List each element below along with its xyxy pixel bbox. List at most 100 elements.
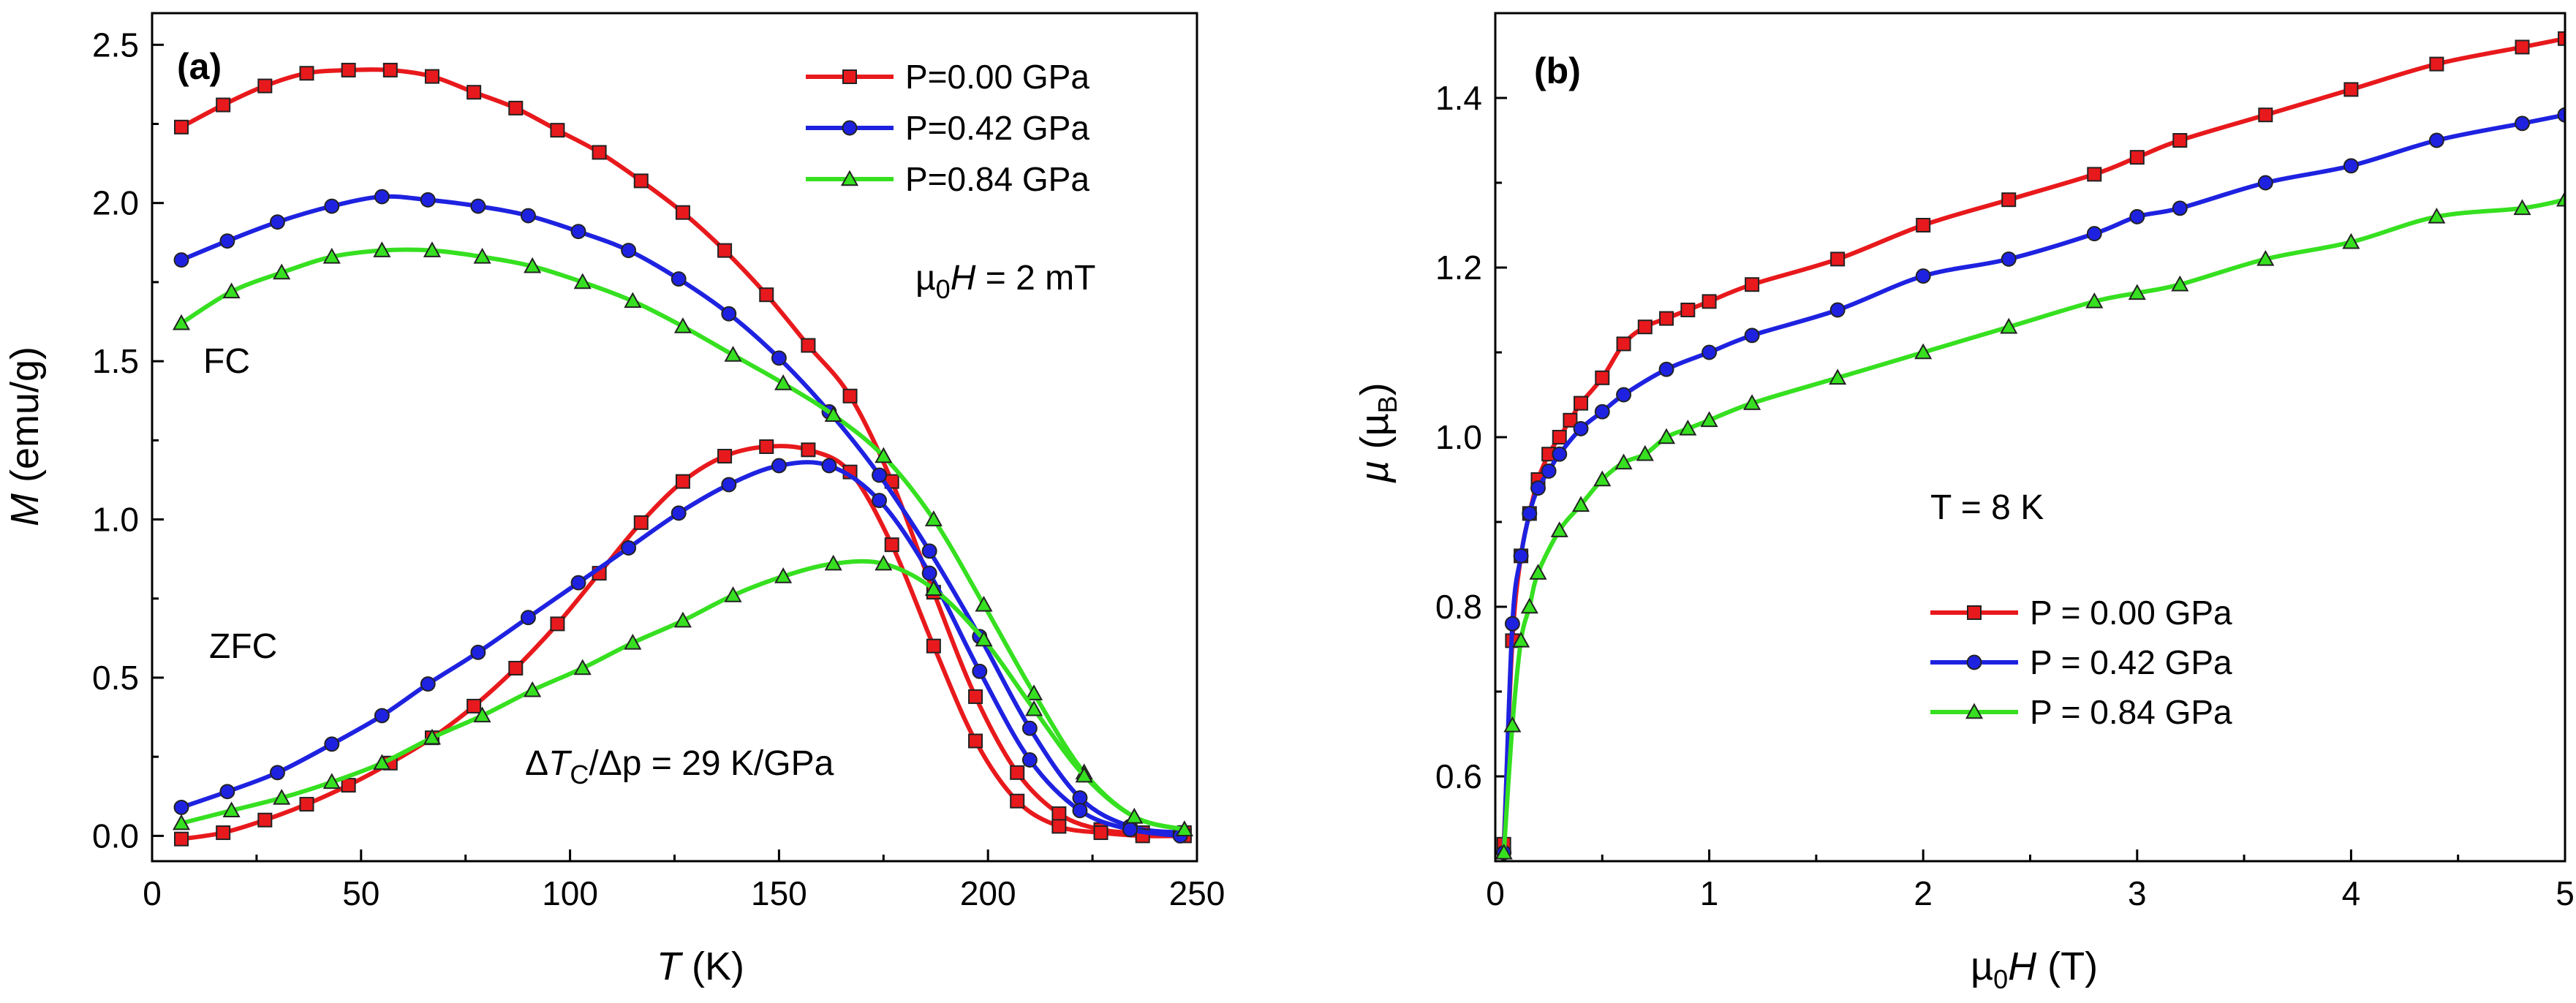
series-p-0-84-gpa-zfc-line [181,559,1185,832]
panel-b: 0 1 2 3 4 5 0.6 0.8 1.0 1.2 1.4 (b) T = 8 K P = 0.… [1353,12,2575,994]
series-p-0-42-gpa-zfc-point [219,784,235,800]
series-p-0-84-gpa-point [1550,521,1568,537]
series-p-0-00-gpa-point [1701,294,1717,309]
series-p-0-00-gpa-fc-point [467,85,482,100]
series-p-0-42-gpa-fc-point [470,198,486,214]
series-p-0-00-gpa-point [1563,412,1578,428]
series-p-0-42-gpa-point [1552,446,1568,462]
series-p-0-42-gpa-zfc-point [420,676,436,692]
series-p-0-00-gpa-zfc-point [968,733,983,749]
series-p-0-84-gpa-point [2428,207,2446,224]
series-p-0-00-gpa-zfc-point [467,698,482,714]
y-tick-label: 2.5 [92,26,139,64]
series-p-0-84-gpa-fc-line [180,247,1185,832]
series-p-0-00-gpa-zfc-point [1093,825,1108,841]
series-p-0-42-gpa-fc-point [173,252,189,268]
series-p-0-84-gpa-fc-point [624,292,642,309]
series-p-0-00-gpa-zfc-point [216,825,231,841]
series-p-0-42-gpa-zfc-point [520,610,536,626]
series-p-0-84-gpa-fc-markers [172,241,1193,836]
series-p-0-84-gpa-zfc-point [724,586,742,602]
x-tick-label: 5 [2556,874,2575,912]
series-p-0-00-gpa-fc-point [592,145,607,160]
series-p-0-84-gpa-point [1614,453,1633,470]
series-p-0-42-gpa-fc-point [520,208,536,224]
series-p-0-84-gpa-point [2085,292,2104,309]
legend-label: P=0.84 GPa [905,160,1089,198]
series-p-0-00-gpa-fc-point [675,205,690,220]
series-p-0-84-gpa-point [2128,284,2146,300]
series-p-0-42-gpa-point [2001,251,2017,267]
series-p-0-84-gpa-point [1636,444,1654,461]
panel-a-ticks: 0 50 100 150 200 250 0.0 0.5 1.0 1.5 2.0 2.5 [92,26,1225,912]
series-p-0-84-gpa-point [1529,564,1547,580]
series-p-0-00-gpa-fc-point [550,123,565,138]
series-p-0-42-gpa-zfc-markers [173,458,1188,844]
series-p-0-84-gpa-point [1743,394,1761,410]
series-p-0-84-gpa-point [2256,249,2275,266]
x-tick-label: 200 [960,874,1016,912]
series-p-0-84-gpa-zfc-point [673,611,692,628]
series-p-0-84-gpa-fc-point [273,263,291,280]
series-p-0-84-gpa-point [1700,411,1718,428]
series-p-0-42-gpa-zfc-point [1072,803,1088,819]
series-p-0-42-gpa-fc-point [671,271,687,287]
legend-label: P=0.00 GPa [905,58,1089,96]
series-p-0-00-gpa-fc-point [1051,806,1067,822]
panel-b-frame [1494,12,2566,863]
series-p-0-42-gpa-point [2129,208,2145,224]
series-p-0-84-gpa-zfc-point [824,554,842,571]
series-p-0-42-gpa-zfc-point [1021,752,1038,768]
panel-a-legend: P=0.00 GPa P=0.42 GPa P=0.84 GPa [806,58,1089,198]
series-p-0-42-gpa-fc-point [374,189,390,205]
series-p-0-00-gpa-zfc-point [759,439,774,454]
series-p-0-00-gpa-point [1745,277,1760,292]
series-p-0-84-gpa-zfc-point [1125,807,1144,824]
series-p-0-42-gpa-fc-point [1072,790,1088,806]
series-p-0-00-gpa-zfc-point [341,778,356,793]
panel-a-x-axis-title: T (K) [657,945,744,988]
series-p-0-42-gpa-fc-point [872,467,888,483]
series-p-0-00-gpa-fc-point [257,78,273,94]
series-p-0-84-gpa-fc-point [924,510,943,526]
series-p-0-00-gpa-zfc-point [257,812,273,828]
x-tick-label: 0 [143,874,162,912]
series-p-0-42-gpa-markers [1496,107,2565,860]
y-tick-label: 0.0 [92,817,139,855]
series-p-0-42-gpa-zfc-point [621,540,637,556]
series-p-0-84-gpa-fc-point [222,282,241,299]
series-p-0-84-gpa-zfc-point [222,801,241,818]
series-p-0-42-gpa-point [1915,268,1931,284]
y-tick-label: 0.6 [1435,757,1482,795]
series-p-0-84-gpa-point [1914,343,1933,360]
series-p-0-42-gpa-zfc-point [821,458,837,474]
series-p-0-84-gpa-zfc-point [473,706,491,723]
series-p-0-84-gpa-zfc-point [624,633,642,650]
series-p-0-84-gpa-fc-point [524,257,542,273]
series-p-0-00-gpa-point [2129,150,2145,165]
legend-marker [840,170,859,186]
legend-marker [842,69,857,84]
y-tick-label: 1.5 [92,342,139,380]
series-p-0-00-gpa-zfc-point [801,442,816,458]
series-p-0-00-gpa-fc-point [759,287,774,303]
series-p-0-42-gpa-point [1573,420,1589,436]
series-p-0-00-gpa-fc-point [633,173,649,189]
x-tick-label: 4 [2342,874,2361,912]
series-p-0-42-gpa-fc-line [180,194,1181,835]
series-p-0-84-gpa-zfc-point [1025,700,1043,716]
series-p-0-42-gpa-zfc-point [173,799,189,815]
x-tick-label: 1 [1700,874,1719,912]
panel-b-label: (b) [1534,50,1581,91]
series-p-0-00-gpa-point [1680,303,1696,317]
series-p-0-00-gpa-point [2001,192,2017,208]
panel-b-y-axis-title: µ (µB) [1353,382,1402,483]
series-p-0-42-gpa-zfc-point [470,644,486,660]
y-tick-label: 1.0 [92,501,139,539]
panel-a-fc-label: FC [203,342,250,381]
series-p-0-42-gpa-fc-point [921,543,937,559]
series-p-0-00-gpa-fc-point [717,243,733,258]
series-p-0-42-gpa-zfc-point [771,458,787,474]
series-p-0-00-gpa-fc-point [968,689,983,704]
series-p-0-84-gpa-zfc-point [524,681,542,697]
